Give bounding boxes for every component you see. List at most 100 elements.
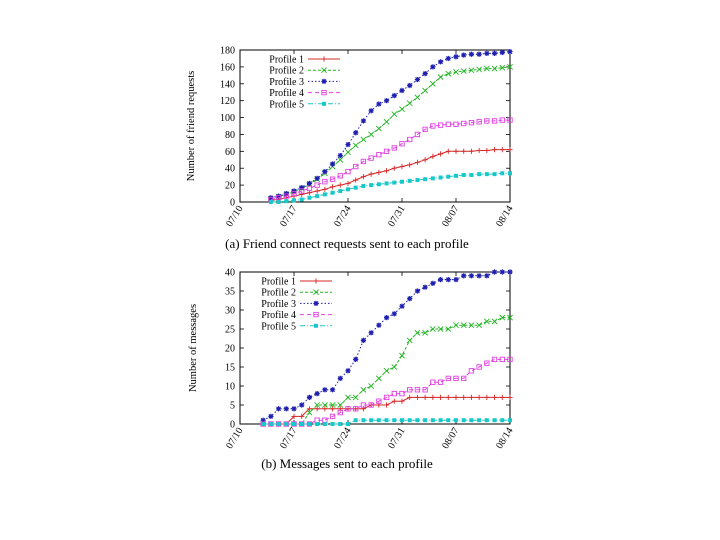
data-point: [430, 64, 436, 70]
data-point: [315, 194, 320, 199]
data-point: [375, 125, 382, 132]
data-point: [391, 398, 397, 404]
data-point: [376, 398, 382, 404]
data-point: [315, 422, 320, 426]
data-point: [500, 171, 505, 176]
data-point: [437, 59, 444, 65]
data-point: [453, 69, 459, 75]
data-point: [307, 422, 312, 426]
series-4: [268, 117, 513, 203]
y-tick-label: 40: [225, 268, 235, 279]
data-point: [484, 50, 490, 56]
data-point: [268, 413, 274, 419]
data-point: [291, 406, 297, 412]
series-3: [260, 269, 513, 423]
data-point: [430, 123, 436, 129]
data-point: [445, 394, 451, 400]
data-point: [508, 171, 512, 176]
data-point: [407, 296, 413, 302]
data-point: [414, 387, 421, 393]
data-point: [491, 50, 498, 56]
data-point: [352, 394, 359, 401]
data-point: [383, 98, 390, 104]
data-point: [461, 172, 466, 177]
y-tick-label: 15: [225, 363, 235, 374]
data-point: [422, 126, 428, 133]
data-point: [407, 178, 412, 183]
data-point: [337, 375, 343, 381]
data-point: [429, 326, 436, 332]
data-point: [369, 183, 374, 188]
data-point: [483, 318, 490, 325]
data-point: [261, 422, 266, 426]
data-point: [437, 379, 444, 385]
x-tick-label: 07/31: [386, 204, 407, 229]
data-point: [345, 368, 351, 374]
data-point: [352, 142, 359, 149]
data-point: [361, 418, 366, 423]
data-point: [461, 273, 467, 279]
x-tick-label: 07/31: [386, 426, 407, 451]
data-point: [430, 280, 436, 286]
data-point: [437, 326, 444, 332]
data-point: [376, 169, 382, 176]
data-point: [391, 93, 397, 99]
data-point: [476, 322, 483, 329]
x-tick-label: 07/17: [278, 426, 299, 451]
data-point: [399, 163, 405, 170]
data-point: [329, 402, 336, 408]
data-point: [345, 406, 351, 412]
data-point: [476, 394, 482, 400]
series-3: [268, 49, 513, 201]
data-point: [360, 386, 367, 393]
y-tick-label: 40: [225, 164, 235, 175]
figure-caption-a: (a) Friend connect requests sent to each…: [225, 236, 469, 251]
data-point: [306, 409, 313, 416]
data-point: [492, 418, 497, 423]
data-point: [314, 175, 320, 181]
series-5: [261, 418, 512, 426]
data-point: [422, 394, 428, 400]
data-point: [491, 118, 498, 124]
data-point: [461, 418, 466, 423]
data-point: [484, 273, 490, 279]
data-point: [407, 387, 413, 393]
data-point: [353, 356, 359, 362]
data-point: [468, 322, 475, 329]
data-point: [345, 141, 351, 148]
data-point: [329, 387, 336, 393]
data-point: [284, 422, 289, 426]
legend-label: Profile 4: [261, 310, 296, 321]
data-point: [353, 406, 359, 412]
data-point: [453, 121, 459, 127]
x-tick-label: 08/07: [440, 426, 461, 451]
data-point: [430, 379, 436, 385]
data-point: [353, 163, 359, 170]
data-point: [353, 177, 359, 183]
data-point: [361, 183, 366, 188]
legend-label: Profile 1: [261, 277, 296, 288]
data-point: [376, 418, 381, 423]
data-point: [491, 318, 498, 325]
data-point: [430, 153, 436, 159]
data-point: [453, 394, 459, 400]
data-point: [276, 422, 281, 426]
legend-label: Profile 5: [269, 99, 304, 110]
legend-marker: [321, 67, 327, 74]
data-point: [307, 195, 312, 200]
data-point: [391, 145, 397, 151]
data-point: [399, 303, 405, 309]
data-point: [499, 117, 505, 123]
data-point: [476, 51, 482, 57]
data-point: [400, 179, 404, 184]
data-point: [484, 172, 489, 177]
data-point: [299, 197, 304, 202]
data-point: [491, 269, 498, 275]
data-point: [461, 394, 467, 400]
data-point: [346, 422, 350, 426]
series-4: [260, 356, 513, 427]
data-point: [423, 418, 428, 423]
data-point: [445, 375, 451, 382]
legend-label: Profile 2: [261, 288, 296, 299]
